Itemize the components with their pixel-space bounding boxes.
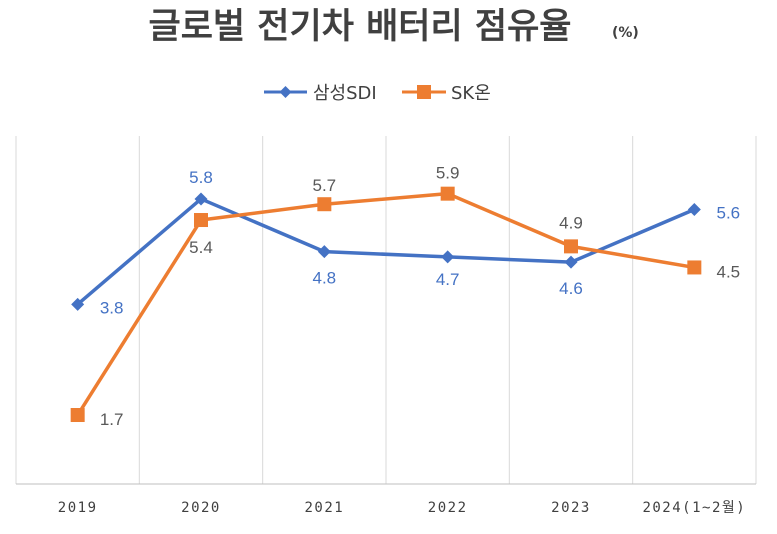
legend-label-samsung-sdi: 삼성SDI bbox=[313, 83, 377, 104]
chart-unit: (%) bbox=[612, 25, 639, 41]
marker-series-1-point-1 bbox=[194, 213, 208, 228]
data-label-series-0-point-5: 5.6 bbox=[717, 203, 741, 222]
data-label-series-1-point-5: 4.5 bbox=[717, 262, 741, 281]
data-labels: 3.8 5.8 4.8 4.7 4.6 5.6 1.7 5.4 5.7 5.9 4.9 4.5 bbox=[100, 164, 740, 429]
x-tick-5: 2024(1~2월) bbox=[642, 500, 746, 516]
x-tick-0: 2019 bbox=[58, 500, 98, 516]
series-line-1 bbox=[76, 191, 695, 416]
marker-series-1-point-5 bbox=[687, 260, 702, 275]
marker-series-1-point-0 bbox=[70, 408, 85, 423]
marker-series-0-point-0 bbox=[71, 297, 85, 311]
data-label-series-1-point-4: 4.9 bbox=[559, 213, 583, 232]
x-tick-1: 2020 bbox=[181, 500, 221, 516]
legend: 삼성SDI SK온 bbox=[264, 83, 491, 104]
marker-series-0-point-3 bbox=[441, 250, 455, 264]
marker-series-0-point-2 bbox=[317, 245, 331, 259]
x-tick-2: 2021 bbox=[304, 500, 344, 516]
marker-series-0-point-1 bbox=[194, 192, 208, 206]
marker-series-1-point-2 bbox=[317, 197, 332, 212]
x-tick-4: 2023 bbox=[551, 500, 591, 516]
legend-label-sk-on: SK온 bbox=[451, 83, 491, 104]
legend-marker-samsung-sdi bbox=[279, 86, 292, 98]
series-markers bbox=[70, 186, 702, 423]
data-label-series-0-point-0: 3.8 bbox=[100, 298, 124, 317]
marker-series-1-point-4 bbox=[564, 239, 578, 254]
series-lines bbox=[76, 191, 696, 416]
marker-series-0-point-5 bbox=[687, 202, 701, 216]
gridlines bbox=[15, 136, 757, 484]
data-label-series-0-point-2: 4.8 bbox=[313, 269, 337, 288]
data-label-series-0-point-3: 4.7 bbox=[436, 270, 460, 289]
data-label-series-1-point-0: 1.7 bbox=[100, 410, 124, 429]
data-label-series-0-point-4: 4.6 bbox=[559, 279, 583, 298]
data-label-series-1-point-2: 5.7 bbox=[313, 176, 337, 195]
marker-series-1-point-3 bbox=[440, 186, 455, 201]
data-label-series-1-point-3: 5.9 bbox=[436, 164, 460, 183]
legend-marker-sk-on bbox=[417, 85, 431, 99]
series-line-0 bbox=[76, 197, 696, 306]
data-label-series-0-point-1: 5.8 bbox=[189, 168, 213, 187]
x-tick-labels: 2019 2020 2021 2022 2023 2024(1~2월) bbox=[58, 500, 746, 516]
x-tick-3: 2022 bbox=[428, 500, 468, 516]
marker-series-0-point-4 bbox=[564, 255, 578, 269]
chart-title: 글로벌 전기차 배터리 점유율 bbox=[149, 7, 572, 47]
data-label-series-1-point-1: 5.4 bbox=[189, 238, 213, 257]
